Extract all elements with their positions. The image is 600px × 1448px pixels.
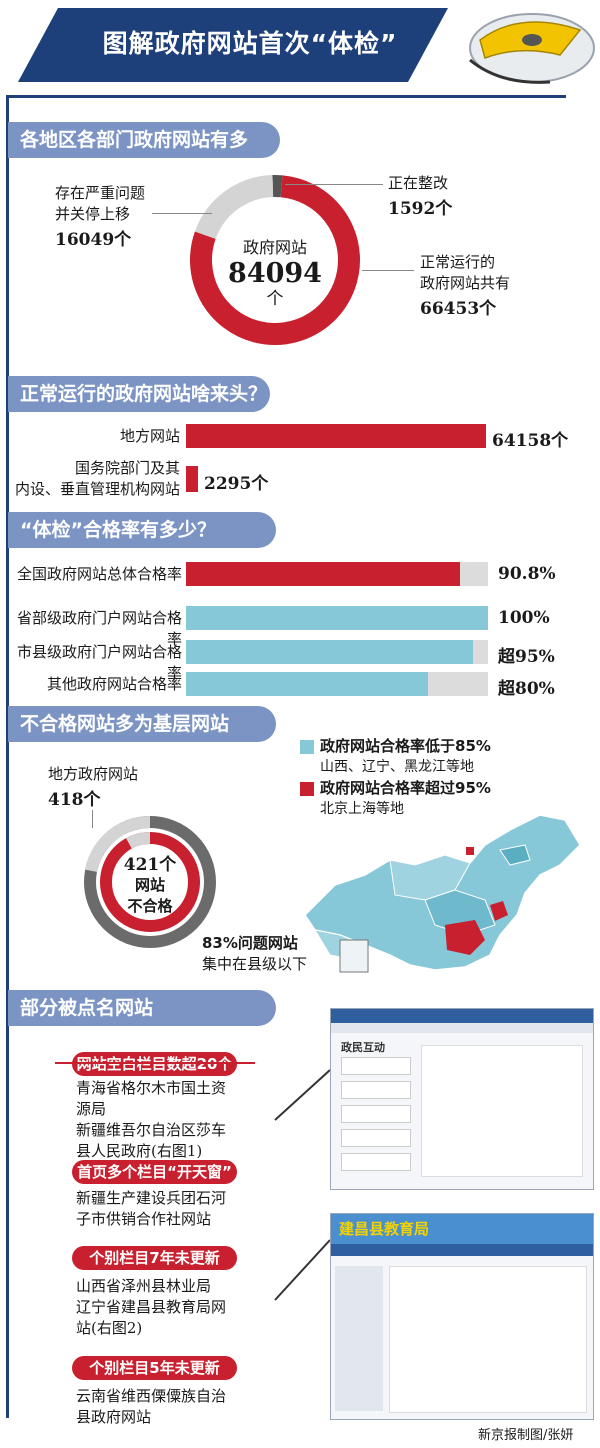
map-shanghai-marker [490, 901, 508, 921]
rate-bar [186, 562, 461, 586]
section-header-source: 正常运行的政府网站啥来头？ [8, 376, 270, 412]
screenshot-2-header: 建昌县教育局 [331, 1214, 593, 1244]
website-screenshot-2: 建昌县教育局 [330, 1213, 594, 1420]
normal-label-2: 政府网站共有 [420, 274, 511, 292]
rate-label: 全国政府网站总体合格率 [16, 565, 182, 583]
legend-low-regions: 山西、辽宁、黑龙江等地 [320, 759, 474, 775]
slice-normal [190, 175, 360, 345]
local-annotation: 地方政府网站 418个 [48, 764, 138, 810]
section-header-pass-rate: “体检”合格率有多少？ [8, 512, 276, 548]
rate-bar [186, 606, 488, 630]
website-screenshot-1: 政民互动 [330, 1008, 594, 1190]
rate-value: 超95% [498, 647, 555, 667]
china-map [304, 814, 581, 973]
slice-closed [194, 175, 274, 240]
closed-value: 16049个 [55, 230, 132, 250]
leader-line [92, 810, 93, 828]
rectifying-label: 正在整改 [388, 174, 449, 192]
rate-label: 省部级政府门户网站合格率 [16, 609, 182, 648]
failed-count: 421个 [123, 855, 177, 875]
named-item-open-window: 新疆生产建设兵团石河 子市供销合作社网站 [76, 1189, 227, 1228]
bar-label-local: 地方网站 [119, 427, 180, 445]
map-region-marker [445, 920, 485, 955]
normal-label-1: 正常运行的 [420, 253, 496, 271]
named-item-5-years: 云南省维西傈僳族自治 县政府网站 [76, 1387, 227, 1426]
donut-total-value: 84094 [228, 258, 322, 289]
failed-label-1: 网站 [134, 876, 165, 894]
bar-value-central: 2295个 [204, 474, 269, 494]
leader-line [152, 213, 212, 214]
county-annotation: 83%问题网站 集中在县级以下 [202, 933, 307, 975]
title-banner [18, 8, 448, 82]
tag-7-years: 个别栏目7年未更新 [72, 1246, 237, 1270]
rate-value: 90.8% [498, 564, 556, 584]
bar-value-local: 64158个 [492, 431, 569, 451]
closed-label-2: 并关停上移 [55, 205, 131, 223]
bar-central [186, 466, 198, 492]
map-inset [339, 939, 369, 973]
donut-chart-failed [84, 816, 216, 948]
screenshot-2-sidebar [335, 1266, 383, 1411]
local-label: 地方政府网站 [48, 765, 139, 783]
donut-chart-total [190, 175, 360, 345]
bar-label-central: 国务院部门及其 内设、垂直管理机构网站 [14, 459, 180, 498]
named-item-blank-columns: 青海省格尔木市国土资 源局 新疆维吾尔自治区莎车 县人民政府(右图1) [76, 1079, 227, 1160]
failed-label-2: 不合格 [127, 897, 173, 915]
rate-bar [186, 640, 473, 664]
closed-annotation: 存在严重问题 并关停上移 16049个 [55, 183, 145, 250]
credit-line: 新京报制图/张妍 [478, 1428, 574, 1443]
page-title: 图解政府网站首次“体检” [102, 29, 398, 58]
screenshot-1-list [341, 1057, 411, 1177]
screenshot-1-header: 政民互动 [341, 1041, 385, 1054]
legend-high-regions: 北京上海等地 [320, 801, 404, 817]
donut-unit: 个 [266, 289, 284, 309]
leader-line [285, 184, 383, 185]
named-item-7-years: 山西省泽州县林业局 辽宁省建昌县教育局网 站(右图2) [76, 1277, 227, 1337]
rate-bar [186, 672, 428, 696]
closed-label-1: 存在严重问题 [55, 184, 146, 202]
section-header-named: 部分被点名网站 [8, 990, 276, 1026]
tag-5-years: 个别栏目5年未更新 [72, 1356, 237, 1380]
ring-local-gap [85, 816, 151, 873]
divider [6, 95, 566, 98]
divider [55, 1062, 255, 1064]
rate-label: 市县级政府门户网站合格率 [16, 643, 182, 682]
section-header-grassroots: 不合格网站多为基层网站 [8, 706, 276, 742]
local-value: 418个 [48, 790, 101, 810]
rate-value: 超80% [498, 679, 555, 699]
county-line-2: 集中在县级以下 [202, 955, 308, 973]
donut-center-label: 政府网站 [242, 238, 307, 257]
leader-line [362, 270, 414, 271]
section-header-count: 各地区各部门政府网站有多少？ [8, 122, 280, 187]
tag-blank-columns: 网站空白栏目数超20个 [72, 1052, 237, 1076]
county-line-1: 83%问题网站 [202, 934, 298, 952]
legend-high-label: 政府网站合格率超过95% [320, 779, 491, 797]
callout-pointers [274, 1069, 331, 1301]
rate-value: 100% [498, 608, 550, 628]
legend-swatch-high [300, 782, 314, 796]
ring-failed-gap [126, 832, 151, 849]
normal-annotation: 正常运行的 政府网站共有 66453个 [420, 252, 510, 319]
legend-low-label: 政府网站合格率低于85% [320, 737, 491, 755]
rectifying-annotation: 正在整改 1592个 [388, 173, 452, 219]
legend-swatch-low [300, 740, 314, 754]
divider [6, 98, 9, 1418]
bar-local [186, 424, 486, 448]
map-beijing-marker [466, 847, 474, 855]
rectifying-value: 1592个 [388, 199, 453, 219]
computer-mouse-icon [469, 13, 595, 84]
tag-open-window: 首页多个栏目“开天窗” [72, 1160, 237, 1184]
rate-label: 其他政府网站合格率 [46, 675, 182, 693]
screenshot-nav [331, 1009, 593, 1023]
normal-value: 66453个 [420, 299, 497, 319]
